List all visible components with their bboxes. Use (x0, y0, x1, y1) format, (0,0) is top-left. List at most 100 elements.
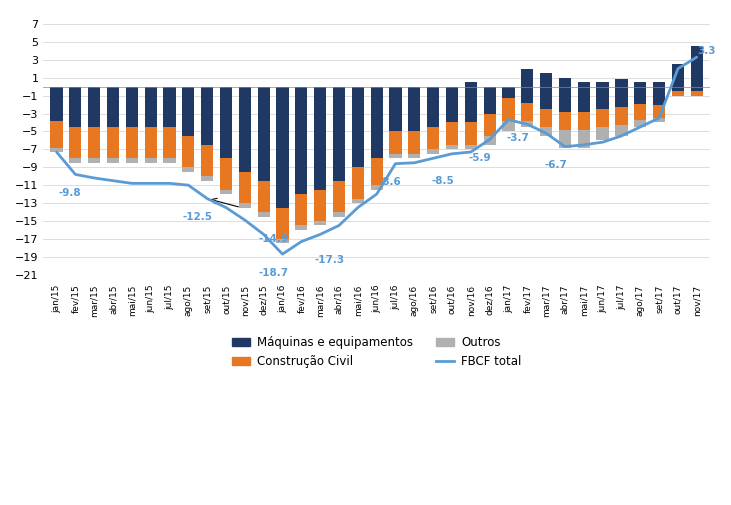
Bar (50, 121, 63, 147)
Bar (427, 87, 439, 91)
Bar (276, 208, 289, 239)
Bar (145, 158, 157, 163)
Bar (653, 118, 665, 123)
Bar (596, 91, 609, 109)
Bar (126, 158, 138, 163)
Bar (107, 87, 119, 91)
Bar (540, 109, 552, 127)
Bar (145, 87, 157, 91)
Bar (596, 127, 609, 140)
Bar (88, 91, 100, 127)
Bar (220, 87, 232, 91)
Bar (502, 91, 515, 98)
Bar (50, 87, 63, 91)
Bar (371, 87, 383, 91)
Bar (521, 87, 534, 91)
Bar (672, 87, 684, 95)
Bar (408, 87, 420, 91)
Bar (558, 87, 571, 91)
Bar (653, 105, 665, 118)
Bar (465, 91, 477, 123)
Bar (540, 127, 552, 136)
Bar (635, 104, 646, 120)
Bar (446, 145, 458, 149)
Bar (596, 82, 609, 87)
Text: -8.5: -8.5 (431, 176, 454, 186)
Bar (483, 114, 496, 136)
Text: -5.9: -5.9 (469, 153, 491, 163)
Bar (577, 91, 590, 112)
Bar (558, 130, 571, 147)
Bar (239, 91, 251, 172)
Bar (390, 91, 401, 131)
Bar (220, 190, 232, 194)
Bar (483, 91, 496, 114)
Bar (558, 91, 571, 112)
Bar (521, 91, 534, 103)
Text: -9.8: -9.8 (58, 188, 81, 198)
Bar (558, 112, 571, 130)
Bar (427, 91, 439, 127)
Bar (239, 203, 251, 208)
Bar (201, 145, 213, 176)
Bar (201, 91, 213, 145)
Bar (616, 87, 628, 91)
Bar (672, 87, 684, 91)
Bar (257, 212, 270, 217)
Bar (333, 181, 345, 212)
Bar (371, 91, 383, 158)
Bar (145, 91, 157, 127)
Bar (540, 87, 552, 91)
Bar (577, 130, 590, 147)
Text: -14.9: -14.9 (258, 233, 288, 243)
Bar (616, 91, 628, 107)
Bar (333, 91, 345, 181)
Bar (69, 87, 81, 91)
Bar (69, 158, 81, 163)
Bar (465, 123, 477, 145)
Bar (182, 91, 194, 136)
Bar (616, 125, 628, 136)
Bar (88, 127, 100, 158)
Bar (257, 181, 270, 212)
Text: -12.5: -12.5 (183, 212, 213, 222)
Bar (408, 131, 420, 154)
Bar (88, 158, 100, 163)
Bar (126, 87, 138, 91)
Bar (408, 91, 420, 131)
Bar (691, 46, 703, 87)
Bar (483, 136, 496, 145)
Bar (596, 109, 609, 127)
Bar (483, 87, 496, 91)
Bar (314, 190, 326, 221)
Bar (295, 91, 308, 194)
Bar (276, 91, 289, 208)
Bar (502, 98, 515, 121)
Text: -18.7: -18.7 (258, 268, 288, 278)
Bar (164, 91, 175, 127)
Bar (596, 87, 609, 91)
Text: 3.3: 3.3 (697, 46, 716, 57)
Bar (427, 127, 439, 149)
Bar (465, 87, 477, 91)
Bar (390, 154, 401, 158)
Bar (408, 154, 420, 158)
Bar (446, 91, 458, 123)
Bar (371, 158, 383, 185)
Bar (107, 158, 119, 163)
Bar (635, 120, 646, 127)
Bar (521, 103, 534, 121)
Bar (220, 158, 232, 190)
Bar (126, 91, 138, 127)
Bar (352, 167, 364, 198)
Bar (577, 87, 590, 91)
Bar (164, 127, 175, 158)
Bar (502, 87, 515, 91)
Text: -3.7: -3.7 (507, 133, 529, 143)
Bar (352, 87, 364, 91)
Bar (201, 176, 213, 181)
Bar (182, 87, 194, 91)
Bar (616, 79, 628, 87)
Bar (672, 64, 684, 87)
Bar (446, 123, 458, 145)
